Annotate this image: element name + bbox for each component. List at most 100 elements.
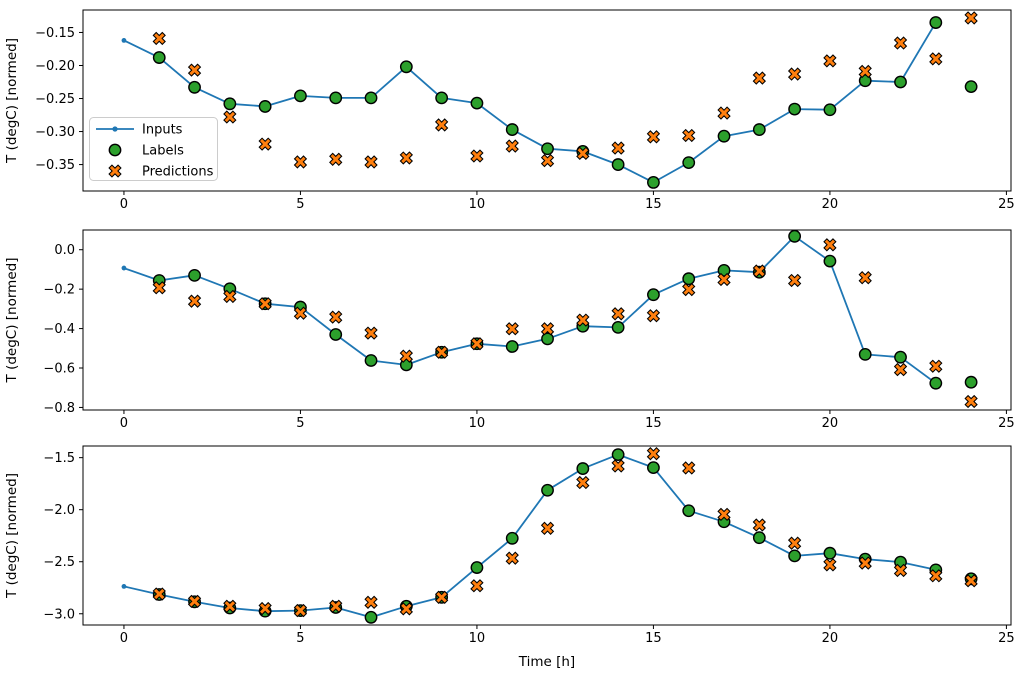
predictions-marker [540, 322, 555, 336]
labels-marker [364, 354, 378, 367]
labels-marker [929, 16, 943, 29]
predictions-marker [540, 521, 555, 535]
predictions-marker [752, 518, 766, 532]
x-tick-label: 0 [120, 197, 128, 212]
x-tick-label: 10 [469, 416, 486, 431]
y-tick-label: −0.35 [35, 158, 75, 173]
predictions-marker [399, 151, 413, 165]
legend-inputs-dot [112, 126, 118, 132]
y-tick-label: −0.8 [43, 401, 75, 416]
labels-marker [258, 100, 272, 113]
y-tick-label: −2.5 [43, 555, 75, 570]
predictions-marker [364, 326, 378, 340]
labels-marker [647, 176, 660, 189]
labels-marker [858, 348, 872, 361]
labels-marker [611, 448, 625, 462]
labels-marker [964, 80, 978, 94]
labels-marker [788, 102, 802, 116]
labels-marker [647, 288, 660, 302]
inputs-line [123, 453, 936, 619]
predictions-marker [505, 139, 519, 153]
legend-predictions-sample [108, 164, 122, 178]
subplot-3: 0 5 10 15 20 25 −1.5 −2.0 −2.5 −3.0 T (degC) [norm… [4, 445, 1015, 646]
predictions-marker [823, 238, 837, 252]
y-axis-label: T (degC) [normed] [4, 473, 20, 599]
predictions-marker [752, 71, 766, 85]
x-tick-label: 25 [998, 416, 1015, 431]
predictions-marker [293, 306, 308, 320]
predictions-marker [964, 394, 978, 409]
predictions-marker [576, 146, 590, 161]
predictions-marker [752, 264, 766, 278]
predictions-marker [611, 459, 625, 473]
subplot-2: 0 5 10 15 20 25 0.0 −0.2 −0.4 −0.6 −0.8 T (degC) [n… [4, 229, 1015, 431]
predictions-marker [717, 106, 731, 120]
x-tick-label: 10 [469, 197, 486, 212]
inputs-line [123, 22, 937, 184]
plot-frame [82, 9, 1012, 192]
x-tick-label: 25 [998, 631, 1015, 646]
predictions-marker [576, 313, 590, 327]
predictions-marker [258, 601, 272, 616]
labels-marker [752, 123, 766, 136]
predictions-marker [682, 282, 696, 297]
predictions-marker [187, 294, 202, 308]
predictions-marker [823, 558, 837, 572]
predictions-marker [364, 595, 378, 609]
legend-item-label: Inputs [142, 123, 183, 138]
labels-marker [505, 340, 519, 353]
labels-marker [399, 60, 413, 74]
labels-marker [611, 158, 625, 171]
legend: Inputs Labels Predictions [89, 117, 218, 181]
predictions-marker [434, 590, 449, 604]
labels-marker [894, 350, 907, 364]
labels-marker [823, 103, 837, 117]
predictions-marker [258, 137, 272, 151]
labels-marker [611, 320, 625, 334]
predictions-marker [646, 309, 661, 323]
legend-item-label: Predictions [142, 165, 214, 180]
labels-marker [364, 91, 378, 105]
predictions-marker [682, 461, 696, 475]
predictions-marker [258, 297, 272, 311]
y-tick-label: −3.0 [43, 607, 75, 622]
predictions-marker [611, 141, 625, 155]
predictions-marker [293, 603, 308, 618]
predictions-marker [434, 345, 449, 359]
labels-marker [788, 549, 802, 563]
labels-marker [823, 254, 837, 268]
labels-marker [752, 531, 766, 545]
x-tick-label: 10 [469, 631, 486, 646]
predictions-marker [187, 594, 202, 609]
x-tick-label: 0 [120, 416, 128, 431]
predictions-marker [152, 281, 166, 295]
inputs-marker [121, 583, 127, 589]
predictions-marker [152, 31, 166, 46]
predictions-marker [223, 289, 237, 304]
predictions-marker [399, 349, 413, 363]
labels-marker [576, 462, 590, 475]
predictions-marker [858, 556, 872, 570]
plot-frame [82, 229, 1012, 411]
legend-item-predictions: Predictions [108, 164, 214, 180]
x-tick-label: 25 [998, 197, 1015, 212]
x-tick-label: 0 [120, 631, 128, 646]
labels-marker [505, 123, 519, 136]
predictions-marker [505, 551, 519, 565]
inputs-marker [121, 37, 127, 43]
predictions-marker [717, 272, 731, 287]
predictions-marker [929, 52, 943, 66]
labels-marker [823, 546, 837, 560]
labels-marker [364, 610, 378, 624]
predictions-marker [823, 54, 837, 68]
inputs-line [123, 235, 937, 384]
x-tick-label: 5 [296, 416, 304, 431]
predictions-marker [893, 563, 908, 578]
labels-marker [682, 272, 696, 286]
predictions-marker [682, 128, 696, 143]
predictions-marker [893, 36, 908, 50]
plot-frame [82, 445, 1012, 626]
labels-marker [682, 504, 696, 518]
predictions-marker [646, 447, 661, 461]
